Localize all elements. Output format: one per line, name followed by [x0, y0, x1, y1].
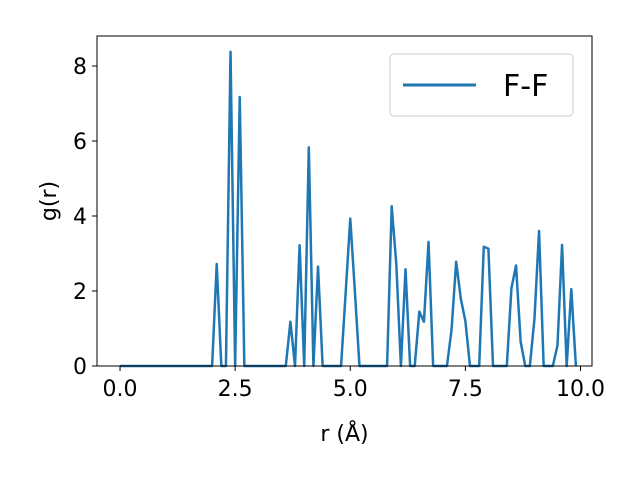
legend-box	[389, 53, 574, 117]
x-tick-label: 7.5	[448, 377, 483, 402]
x-axis-label: r (Å)	[320, 420, 368, 447]
y-tick-label: 8	[73, 55, 87, 80]
x-tick-label: 0.0	[103, 377, 138, 402]
x-tick-label: 10.0	[556, 377, 605, 402]
y-axis-label: g(r)	[37, 181, 62, 221]
plot-frame	[96, 35, 593, 367]
y-tick-label: 0	[73, 355, 87, 380]
legend-label-f-f: F-F	[503, 69, 548, 104]
x-tick-label: 2.5	[218, 377, 253, 402]
y-tick-label: 6	[73, 130, 87, 155]
legend: F-F	[389, 53, 574, 117]
x-axis: 0.0 2.5 5.0 7.5 10.0	[103, 366, 605, 402]
y-axis: 0 2 4 6 8	[73, 55, 97, 380]
y-tick-label: 4	[73, 205, 87, 230]
y-tick-label: 2	[73, 280, 87, 305]
x-tick-label: 5.0	[333, 377, 368, 402]
